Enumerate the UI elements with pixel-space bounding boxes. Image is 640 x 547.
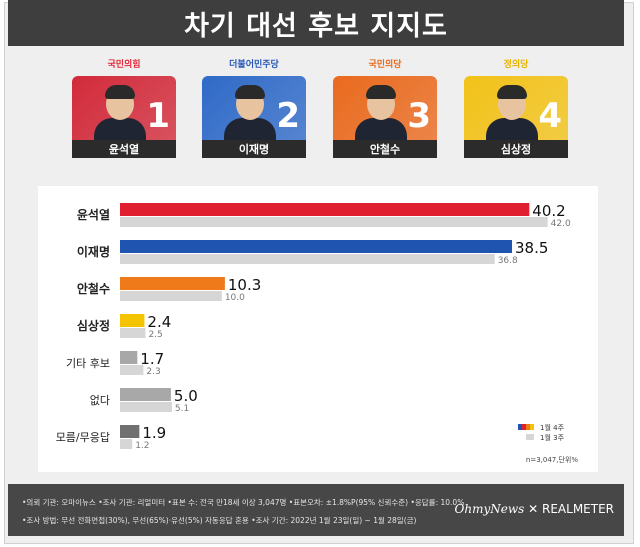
bar-current — [120, 425, 140, 438]
category-label: 안철수 — [77, 281, 110, 296]
value-label-previous: 42.0 — [551, 219, 571, 229]
bar-current — [120, 277, 225, 290]
portrait-hair — [235, 85, 265, 99]
candidate-name: 심상정 — [464, 140, 568, 158]
candidate-photo: 2 — [202, 76, 306, 140]
legend-swatch-current — [522, 424, 526, 430]
portrait-hair — [105, 85, 135, 99]
candidate-card: 국민의힘 1 윤석열 — [72, 60, 176, 158]
legend-swatch-current — [530, 424, 534, 430]
portrait-hair — [366, 85, 396, 99]
party-label: 국민의힘 — [107, 60, 141, 70]
sample-note: n=3,047,단위% — [526, 455, 578, 464]
candidate-card: 더불어민주당 2 이재명 — [202, 60, 306, 158]
candidate-name: 윤석열 — [72, 140, 176, 158]
candidate-number: 1 — [146, 96, 170, 136]
brand-logos: OhmyNews ✕ REALMETER — [455, 502, 614, 516]
footer: •의뢰 기관: 오마이뉴스 •조사 기관: 리얼미터 •표본 수: 전국 만18… — [8, 484, 624, 536]
bar-current — [120, 240, 512, 253]
value-label-current: 38.5 — [515, 239, 548, 257]
value-label-current: 1.7 — [140, 350, 164, 368]
candidate-card: 정의당 4 심상정 — [464, 60, 568, 158]
portrait-suit — [224, 118, 276, 140]
value-label-current: 1.9 — [142, 424, 166, 442]
bar-current — [120, 314, 145, 327]
bar-previous — [120, 402, 172, 412]
legend-label-previous: 1월 3주 — [540, 433, 565, 442]
value-label-current: 5.0 — [174, 387, 198, 405]
legend-label-current: 1월 4주 — [540, 423, 565, 432]
party-label: 더불어민주당 — [229, 60, 279, 70]
candidate-card: 국민의당 3 안철수 — [333, 60, 437, 158]
bar-previous — [120, 365, 144, 375]
candidate-photo: 4 — [464, 76, 568, 140]
bar-previous — [120, 217, 548, 227]
bar-previous — [120, 328, 146, 338]
candidate-photo: 3 — [333, 76, 437, 140]
bar-previous — [120, 254, 495, 264]
category-label: 이재명 — [77, 244, 110, 259]
bar-current — [120, 388, 171, 401]
category-label: 심상정 — [77, 318, 110, 333]
portrait-suit — [355, 118, 407, 140]
portrait-hair — [497, 85, 527, 99]
candidate-number: 4 — [538, 96, 562, 136]
value-label-current: 2.4 — [147, 313, 171, 331]
legend-swatch-current — [518, 424, 522, 430]
value-label-current: 40.2 — [532, 202, 565, 220]
legend-swatch-previous — [526, 434, 534, 440]
footer-method-info: •조사 방법: 무선 전화면접(30%), 무선(65%)·유선(5%) 자동응… — [22, 516, 417, 525]
party-label: 정의당 — [503, 60, 529, 70]
portrait-suit — [94, 118, 146, 140]
value-label-previous: 2.3 — [146, 367, 160, 377]
category-label: 기타 후보 — [66, 357, 110, 370]
candidate-number: 2 — [276, 96, 300, 136]
candidate-name: 안철수 — [333, 140, 437, 158]
brand-separator: ✕ — [528, 502, 539, 516]
candidate-photo: 1 — [72, 76, 176, 140]
candidate-number: 3 — [407, 96, 431, 136]
value-label-current: 10.3 — [228, 276, 261, 294]
bar-previous — [120, 439, 133, 449]
ohmynews-logo: OhmyNews — [454, 502, 525, 516]
value-label-previous: 1.2 — [135, 441, 149, 451]
category-label: 모름/무응답 — [56, 431, 110, 444]
value-label-previous: 5.1 — [175, 404, 189, 414]
bar-current — [120, 203, 530, 216]
chart-title: 차기 대선 후보 지지도 — [184, 10, 448, 42]
party-label: 국민의당 — [368, 60, 402, 70]
chart-panel: 윤석열 40.2 42.0 이재명 38.5 36.8 안철수 10.3 10.0 심상정 2.4 2… — [38, 186, 598, 472]
value-label-previous: 10.0 — [225, 293, 245, 303]
candidate-name: 이재명 — [202, 140, 306, 158]
title-bar: 차기 대선 후보 지지도 — [8, 0, 624, 46]
category-label: 윤석열 — [77, 207, 110, 222]
value-label-previous: 36.8 — [498, 256, 518, 266]
category-label: 없다 — [90, 394, 110, 407]
portrait-suit — [486, 118, 538, 140]
bar-previous — [120, 291, 222, 301]
value-label-previous: 2.5 — [148, 330, 162, 340]
bar-current — [120, 351, 138, 364]
realmeter-logo: REALMETER — [542, 502, 614, 516]
footer-survey-info: •의뢰 기관: 오마이뉴스 •조사 기관: 리얼미터 •표본 수: 전국 만18… — [22, 498, 465, 507]
legend-swatch-current — [526, 424, 530, 430]
